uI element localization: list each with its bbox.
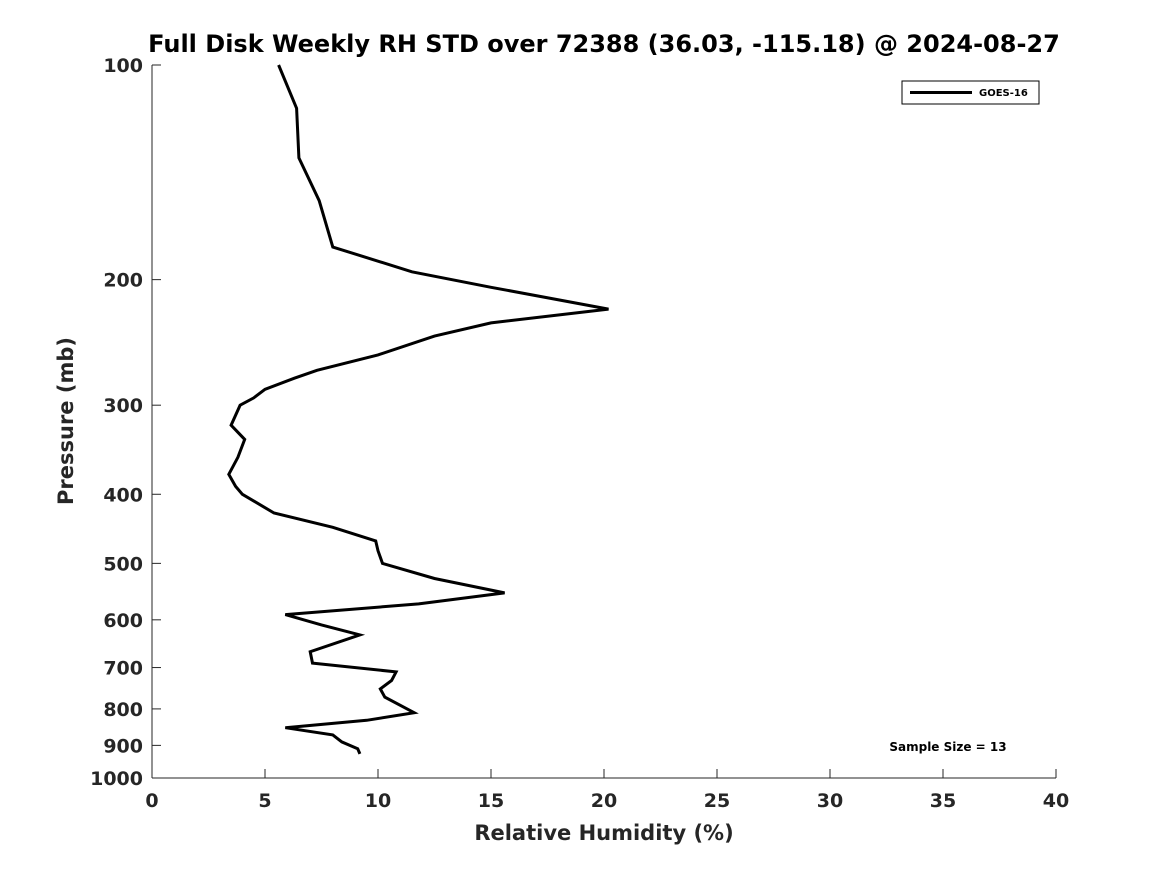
x-tick-label: 15 xyxy=(478,790,504,812)
x-tick-label: 30 xyxy=(817,790,843,812)
x-tick-label: 10 xyxy=(365,790,391,812)
x-tick-label: 40 xyxy=(1043,790,1069,812)
y-tick-label: 700 xyxy=(103,658,143,680)
plot-area: 0 5 10 15 20 25 30 35 40 100 200 300 400 500 600 700 800… xyxy=(90,55,1069,812)
y-tick-label: 600 xyxy=(103,610,143,632)
y-tick-label: 800 xyxy=(103,699,143,721)
x-axis-label: Relative Humidity (%) xyxy=(474,821,733,845)
x-tick-label: 20 xyxy=(591,790,617,812)
legend: GOES-16 xyxy=(901,80,1040,105)
x-tick-label: 0 xyxy=(145,790,158,812)
x-tick-label: 5 xyxy=(258,790,271,812)
x-tick-label: 25 xyxy=(704,790,730,812)
y-tick-label: 1000 xyxy=(90,768,143,790)
chart-title: Full Disk Weekly RH STD over 72388 (36.0… xyxy=(148,30,1060,58)
x-tick-label: 35 xyxy=(930,790,956,812)
y-tick-label: 200 xyxy=(103,270,143,292)
y-tick-label: 400 xyxy=(103,484,143,506)
y-axis-label: Pressure (mb) xyxy=(54,337,78,505)
y-tick-label: 500 xyxy=(103,553,143,575)
series-line-goes-16 xyxy=(227,64,609,755)
y-tick-label: 300 xyxy=(103,395,143,417)
y-tick-label: 100 xyxy=(103,55,143,77)
sample-size-annotation: Sample Size = 13 xyxy=(889,740,1006,754)
y-tick-label: 900 xyxy=(103,735,143,757)
legend-label: GOES-16 xyxy=(979,88,1028,99)
